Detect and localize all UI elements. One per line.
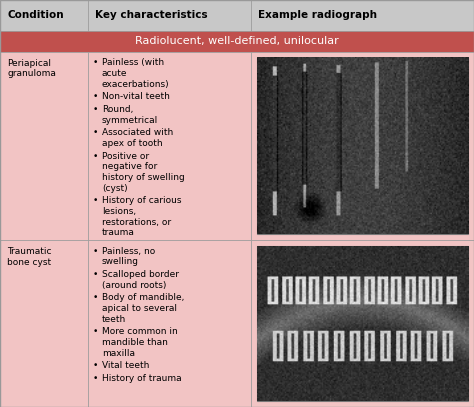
- Text: mandible than: mandible than: [102, 338, 168, 347]
- Text: apex of tooth: apex of tooth: [102, 139, 163, 148]
- Text: teeth: teeth: [102, 315, 126, 324]
- Text: Non-vital teeth: Non-vital teeth: [102, 92, 170, 101]
- Text: Radiolucent, well-defined, unilocular: Radiolucent, well-defined, unilocular: [135, 36, 339, 46]
- Bar: [88, 0, 251, 31]
- Text: Associated with: Associated with: [102, 128, 173, 137]
- Bar: [257, 58, 468, 234]
- Text: lesions,: lesions,: [102, 207, 136, 216]
- Text: Scalloped border: Scalloped border: [102, 270, 179, 279]
- Text: History of carious: History of carious: [102, 196, 182, 205]
- Text: trauma: trauma: [102, 228, 135, 237]
- Text: symmetrical: symmetrical: [102, 116, 158, 125]
- Text: Condition: Condition: [7, 10, 64, 20]
- Text: •: •: [92, 270, 98, 279]
- Text: •: •: [92, 105, 98, 114]
- Bar: [251, 0, 474, 31]
- Text: acute: acute: [102, 69, 128, 78]
- Text: •: •: [92, 151, 98, 161]
- Text: •: •: [92, 374, 98, 383]
- Text: History of trauma: History of trauma: [102, 374, 182, 383]
- Text: Periapical
granuloma: Periapical granuloma: [7, 59, 56, 79]
- Bar: [0, 31, 474, 52]
- Text: Key characteristics: Key characteristics: [95, 10, 208, 20]
- Bar: [251, 52, 474, 240]
- Text: •: •: [92, 293, 98, 302]
- Bar: [251, 240, 474, 407]
- Bar: [0, 240, 88, 407]
- Bar: [257, 246, 468, 401]
- Text: Traumatic
bone cyst: Traumatic bone cyst: [7, 247, 52, 267]
- Bar: [0, 52, 88, 240]
- Text: •: •: [92, 247, 98, 256]
- Text: •: •: [92, 58, 98, 67]
- Bar: [88, 52, 251, 240]
- Bar: [0, 0, 88, 31]
- Text: Vital teeth: Vital teeth: [102, 361, 149, 370]
- Text: Round,: Round,: [102, 105, 133, 114]
- Text: history of swelling: history of swelling: [102, 173, 185, 182]
- Text: •: •: [92, 327, 98, 336]
- Text: maxilla: maxilla: [102, 349, 135, 358]
- Text: •: •: [92, 361, 98, 370]
- Text: •: •: [92, 196, 98, 205]
- Text: exacerbations): exacerbations): [102, 79, 170, 88]
- Text: •: •: [92, 128, 98, 137]
- Text: (around roots): (around roots): [102, 281, 166, 290]
- Text: Painless (with: Painless (with: [102, 58, 164, 67]
- Text: apical to several: apical to several: [102, 304, 177, 313]
- Text: Positive or: Positive or: [102, 151, 149, 161]
- Text: More common in: More common in: [102, 327, 178, 336]
- Text: negative for: negative for: [102, 162, 157, 171]
- Text: Body of mandible,: Body of mandible,: [102, 293, 184, 302]
- Text: swelling: swelling: [102, 257, 139, 266]
- Bar: [88, 240, 251, 407]
- Text: (cyst): (cyst): [102, 184, 128, 193]
- Text: Example radiograph: Example radiograph: [258, 10, 377, 20]
- Text: restorations, or: restorations, or: [102, 217, 171, 227]
- Text: Painless, no: Painless, no: [102, 247, 155, 256]
- Text: •: •: [92, 92, 98, 101]
